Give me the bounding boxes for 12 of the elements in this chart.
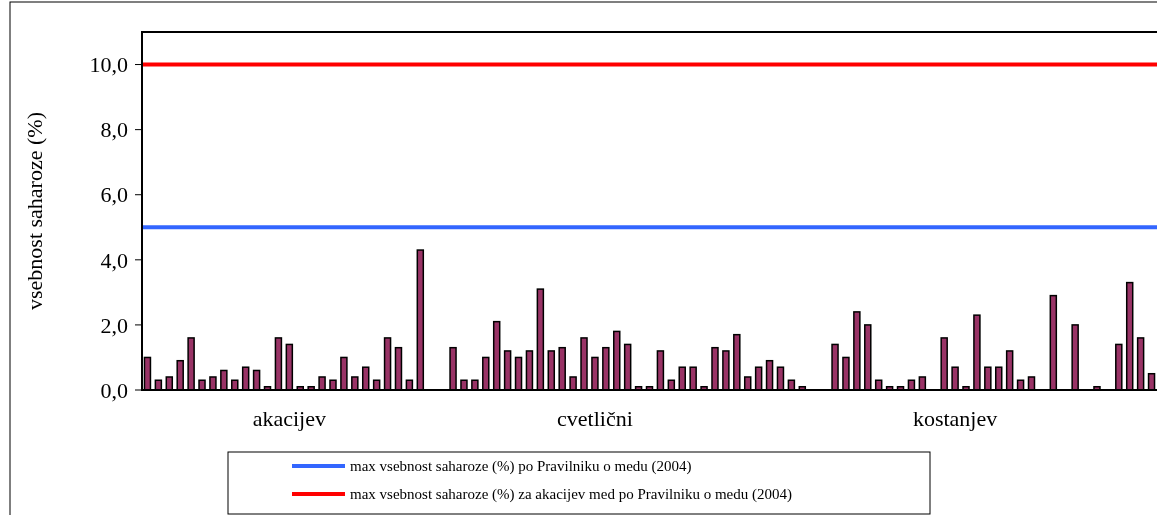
x-tick-label: cvetlični	[557, 406, 633, 431]
y-tick-label: 4,0	[100, 247, 128, 273]
y-tick-label: 0,0	[100, 377, 128, 403]
y-axis-title: vsebnost saharoze (%)	[22, 112, 47, 310]
y-tick-label: 8,0	[100, 117, 128, 143]
y-tick-label: 2,0	[100, 312, 128, 338]
x-tick-label: kostanjev	[912, 406, 998, 431]
legend-label: max vsebnost saharoze (%) po Pravilniku o medu (2004)	[350, 458, 692, 476]
x-tick-label: akacijev	[252, 406, 326, 431]
legend-label: max vsebnost saharoze (%) za akacijev med po Pravilniku o medu (2004)	[350, 486, 792, 504]
y-tick-label: 10,0	[89, 52, 128, 78]
y-tick-label: 6,0	[100, 182, 128, 208]
